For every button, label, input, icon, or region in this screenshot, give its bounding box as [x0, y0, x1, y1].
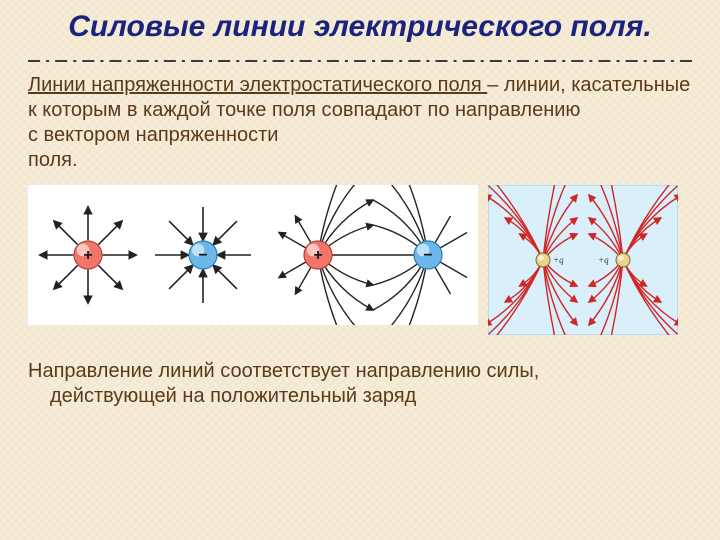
figure-row: + − + − +q +q — [28, 185, 692, 335]
definition-term: Линии напряженности электростатического … — [28, 74, 487, 96]
divider-rule — [28, 55, 692, 67]
footer-text: Направление линий соответствует направле… — [28, 359, 692, 409]
svg-text:−: − — [423, 247, 432, 264]
svg-text:+q: +q — [553, 255, 564, 265]
svg-text:−: − — [198, 247, 207, 264]
field-lines-diagram-left: + − + − — [28, 185, 478, 325]
page-title: Силовые линии электрического поля. — [28, 10, 692, 45]
footer-line2: действующей на положительный заряд — [28, 384, 692, 409]
svg-text:+: + — [313, 247, 322, 264]
svg-text:+: + — [83, 247, 92, 264]
footer-line1: Направление линий соответствует направле… — [28, 360, 539, 382]
svg-text:+q: +q — [598, 255, 609, 265]
definition-line2: с вектором напряженности — [28, 124, 278, 146]
definition-block: Линии напряженности электростатического … — [28, 73, 692, 173]
definition-line3: поля. — [28, 149, 78, 171]
field-lines-diagram-right: +q +q — [488, 185, 678, 335]
